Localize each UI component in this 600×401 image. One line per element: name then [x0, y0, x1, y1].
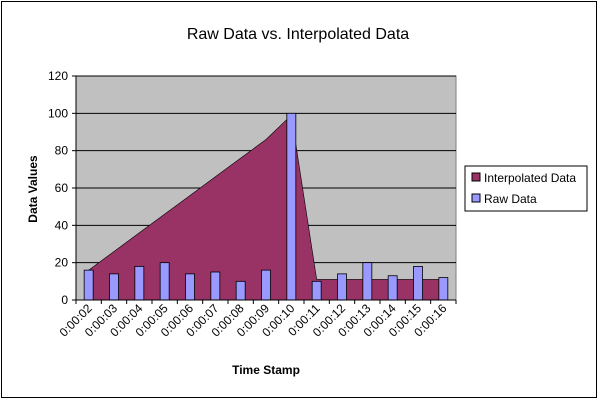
raw-data-bar: [83, 269, 94, 301]
raw-data-bar: [109, 273, 119, 301]
legend-label-raw: Raw Data: [484, 192, 537, 206]
y-tick-label: 120: [48, 69, 68, 83]
y-tick-label: 100: [48, 106, 68, 120]
legend-box: [464, 165, 588, 212]
raw-data-bar: [159, 262, 170, 301]
raw-data-bar: [185, 273, 195, 301]
y-tick-label: 20: [55, 256, 69, 270]
raw-data-bar: [438, 277, 449, 301]
raw-data-bar: [235, 280, 246, 301]
raw-data-bar: [413, 265, 423, 301]
x-axis-ticks: 0:00:020:00:030:00:040:00:050:00:060:00:…: [57, 300, 457, 339]
y-axis-ticks: 0 20 40 60 80 100 120: [48, 69, 76, 307]
chart-title: Raw Data vs. Interpolated Data: [187, 26, 409, 43]
legend: Interpolated Data Raw Data: [464, 165, 588, 212]
y-tick-label: 0: [61, 293, 68, 307]
y-tick-label: 40: [55, 218, 69, 232]
legend-swatch-interpolated: [471, 172, 481, 182]
legend-swatch-raw: [471, 193, 481, 203]
raw-data-bar: [134, 265, 145, 301]
raw-data-bar: [261, 269, 271, 301]
raw-data-bar: [387, 275, 398, 301]
raw-data-bar: [311, 280, 322, 301]
y-tick-label: 60: [55, 181, 69, 195]
raw-data-bar: [337, 273, 347, 301]
x-axis-title: Time Stamp: [232, 363, 300, 377]
y-tick-label: 80: [55, 144, 69, 158]
raw-data-bar: [362, 262, 373, 301]
raw-data-bar: [210, 271, 221, 301]
y-axis-title: Data Values: [26, 155, 40, 223]
legend-label-interpolated: Interpolated Data: [484, 171, 576, 185]
raw-data-bar: [286, 112, 297, 301]
